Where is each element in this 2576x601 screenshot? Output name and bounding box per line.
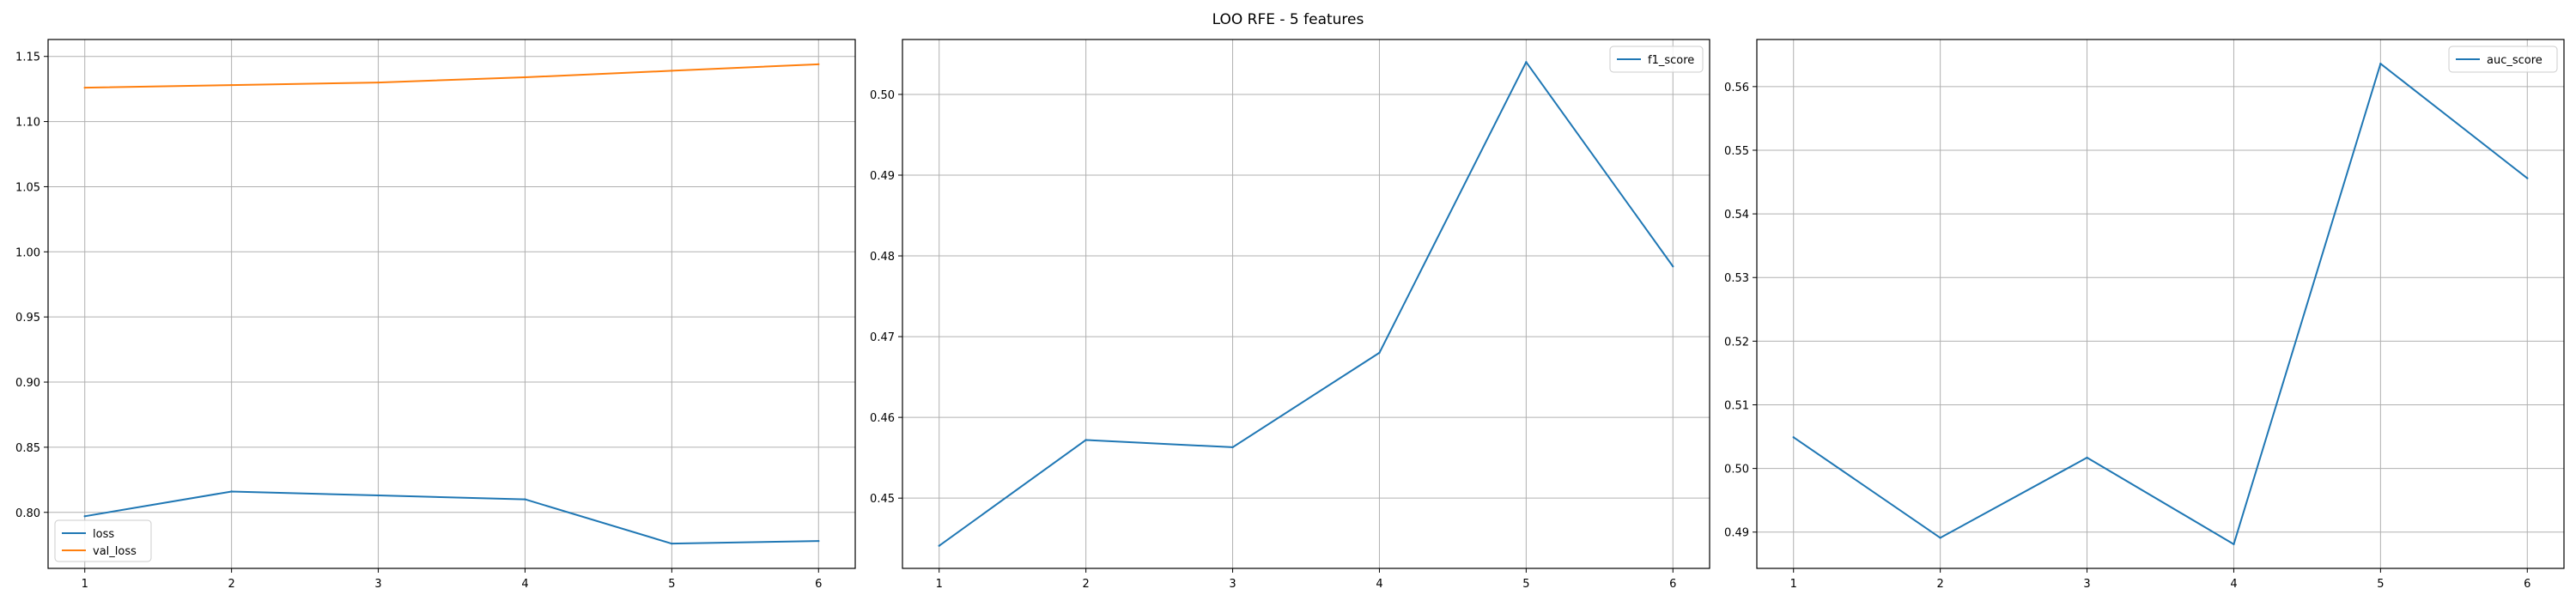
data-point-loss	[817, 539, 820, 543]
x-tick-label: 2	[1082, 578, 1089, 591]
y-tick-label: 0.56	[1724, 82, 1749, 94]
data-point-auc_score	[1792, 436, 1795, 439]
series-line-loss	[84, 490, 819, 545]
x-tick-label: 5	[2377, 578, 2384, 591]
x-tick-label: 6	[1669, 578, 1676, 591]
data-point-auc_score	[2526, 177, 2529, 179]
legend: loss val_loss	[54, 519, 152, 562]
y-tick-label: 0.95	[15, 312, 40, 325]
data-point-auc_score	[2086, 456, 2088, 459]
y-tick-label: 0.53	[1724, 272, 1749, 285]
x-tick-label: 5	[668, 578, 675, 591]
y-tick-label: 0.45	[870, 493, 895, 506]
data-point-f1_score	[1084, 439, 1087, 441]
x-tick-label: 1	[82, 578, 88, 591]
data-point-val_loss	[671, 70, 673, 72]
x-tick-label: 5	[1522, 578, 1529, 591]
data-point-val_loss	[83, 86, 86, 89]
legend: f1_score	[1609, 46, 1704, 73]
x-tick-label: 6	[815, 578, 822, 591]
axes-frame	[1756, 39, 2565, 569]
data-point-f1_score	[1378, 351, 1381, 355]
y-tick-label: 1.05	[15, 181, 40, 194]
x-tick-label: 3	[1229, 578, 1236, 591]
axes-frame	[47, 39, 856, 569]
data-point-f1_score	[1525, 61, 1528, 64]
legend-label-f1_score: f1_score	[1648, 54, 1694, 67]
series-line-val_loss	[84, 63, 819, 89]
data-point-loss	[377, 494, 380, 497]
x-tick-label: 4	[521, 578, 528, 591]
legend: auc_score	[2448, 46, 2558, 73]
legend-label-auc_score: auc_score	[2487, 54, 2543, 67]
legend-label-loss: loss	[93, 528, 114, 541]
legend-label-val_loss: val_loss	[93, 545, 137, 558]
data-point-loss	[671, 542, 673, 545]
y-tick-label: 0.52	[1724, 336, 1749, 349]
y-tick-label: 0.49	[1724, 527, 1749, 540]
legend-box	[2448, 46, 2558, 73]
y-tick-label: 0.47	[870, 331, 895, 344]
figure-title: LOO RFE - 5 features	[1212, 11, 1364, 28]
data-point-auc_score	[1939, 537, 1941, 539]
y-tick-label: 1.10	[15, 117, 40, 130]
x-tick-label: 2	[1936, 578, 1943, 591]
x-tick-label: 2	[228, 578, 234, 591]
y-tick-label: 0.55	[1724, 145, 1749, 158]
y-tick-label: 0.90	[15, 377, 40, 390]
data-point-loss	[83, 515, 86, 518]
x-tick-label: 1	[936, 578, 943, 591]
x-tick-label: 4	[2230, 578, 2237, 591]
x-tick-label: 3	[2083, 578, 2090, 591]
y-tick-label: 0.54	[1724, 209, 1749, 222]
subplot-2: 1 2 3 4 5 6 0.45 0.46 0.47 0.48 0.49 0.50 f1_score	[870, 39, 1710, 591]
data-point-loss	[230, 490, 233, 493]
data-point-f1_score	[938, 544, 940, 547]
data-point-auc_score	[2379, 62, 2382, 65]
data-point-val_loss	[230, 83, 233, 87]
data-point-f1_score	[1231, 446, 1234, 449]
x-tick-label: 3	[374, 578, 381, 591]
y-tick-label: 0.85	[15, 442, 40, 455]
y-tick-label: 0.80	[15, 507, 40, 520]
y-tick-label: 1.15	[15, 52, 40, 64]
series-line-f1_score	[939, 61, 1674, 547]
data-point-f1_score	[1672, 265, 1674, 268]
y-tick-label: 0.50	[1724, 464, 1749, 477]
y-tick-label: 0.50	[870, 89, 895, 102]
x-tick-label: 1	[1790, 578, 1797, 591]
x-tick-label: 4	[1376, 578, 1382, 591]
data-point-auc_score	[2233, 543, 2235, 546]
y-tick-label: 0.49	[870, 170, 895, 183]
data-point-val_loss	[817, 63, 820, 66]
subplot-3: 1 2 3 4 5 6 0.49 0.50 0.51 0.52 0.53 0.54 0.55 0.56 au…	[1724, 39, 2565, 591]
axes-frame	[902, 39, 1710, 569]
y-tick-label: 0.46	[870, 412, 895, 425]
y-tick-label: 0.48	[870, 251, 895, 264]
series-line-auc_score	[1793, 63, 2528, 545]
subplot-1: 1 2 3 4 5 6 0.80 0.85 0.90 0.95 1.00 1.05 1.10 1.15 lo…	[15, 39, 856, 591]
data-point-val_loss	[524, 76, 526, 79]
subplot-panels: 1 2 3 4 5 6 0.80 0.85 0.90 0.95 1.00 1.05 1.10 1.15 lo…	[15, 39, 2565, 591]
data-point-val_loss	[377, 81, 380, 84]
legend-box	[1609, 46, 1704, 73]
y-tick-label: 1.00	[15, 246, 40, 259]
data-point-loss	[524, 498, 526, 501]
y-tick-label: 0.51	[1724, 399, 1749, 412]
x-tick-label: 6	[2524, 578, 2530, 591]
